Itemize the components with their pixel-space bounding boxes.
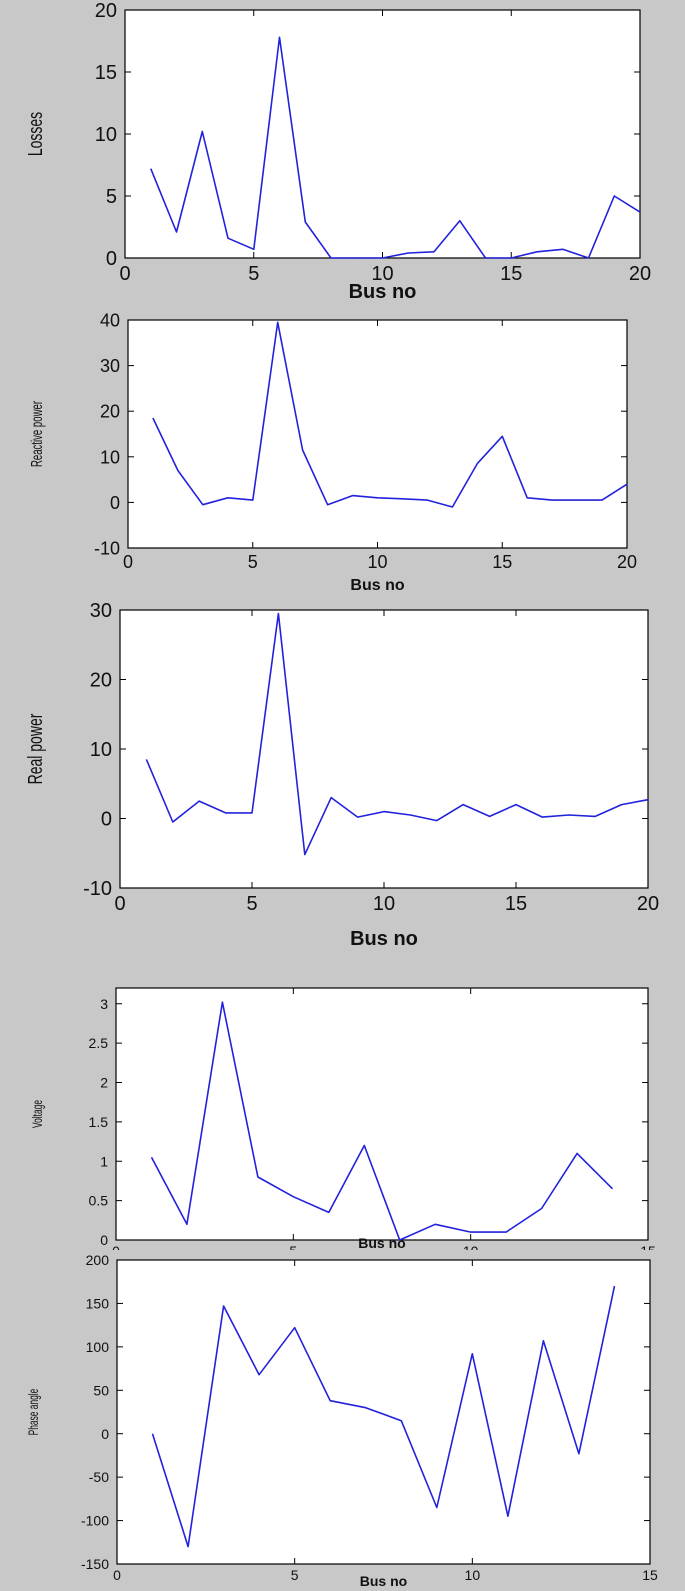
chart-panel-1: 0 5 10 15 20 0 5 10 15 20 Bus no Losses [0,0,685,310]
y-tick-label: 30 [100,356,120,376]
x-tick-label: 15 [642,1567,658,1583]
y-tick-label: 20 [90,670,112,692]
y-tick-label: 0 [100,1232,108,1248]
y-tick-label: 30 [90,600,112,622]
y-axis-label: Losses [23,112,46,156]
x-tick-label: 10 [463,1243,479,1250]
y-tick-label: 20 [95,0,117,22]
y-tick-label: 15 [95,62,117,84]
series-line [152,321,628,508]
y-tick-label: 1.5 [89,1114,109,1130]
y-tick-label: 1 [100,1153,108,1169]
y-axis-label: Phase angle [27,1389,42,1436]
plot-area [119,609,649,889]
y-tick-label: 50 [93,1382,109,1398]
y-tick-label: 10 [100,447,120,467]
x-tick-label: 0 [123,552,133,572]
y-tick-label: 150 [86,1295,110,1311]
y-tick-label: -100 [81,1513,109,1529]
x-tick-label: 10 [367,552,387,572]
x-tick-label: 15 [492,552,512,572]
y-tick-label: 200 [86,1252,110,1268]
x-tick-label: 15 [500,263,522,285]
y-tick-label: 20 [100,402,120,422]
series-line [151,1285,616,1548]
y-tick-label: -10 [94,538,120,558]
series-line [150,36,641,259]
y-axis-label: Reactive power [27,400,45,467]
y-tick-label: 2.5 [89,1035,109,1051]
chart-panel-5: -150 -100 -50 0 50 100 150 200 0 5 10 15 Bus no Phase… [0,1250,685,1591]
plot-area [115,987,649,1241]
x-axis-label: Bus no [350,928,418,950]
x-tick-label: 5 [248,552,258,572]
x-tick-label: 20 [629,263,651,285]
x-tick-label: 5 [248,263,259,285]
x-tick-label: 15 [505,893,527,915]
x-tick-label: 5 [291,1567,299,1583]
chart-panel-4: 0 0.5 1 1.5 2 2.5 3 0 5 10 15 Bus no Voltage [0,960,685,1250]
chart-svg-1: 0 5 10 15 20 0 5 10 15 20 Bus no Losses [0,0,685,310]
y-axis-label: Real power [23,713,46,784]
chart-panel-2: -10 0 10 20 30 40 0 5 10 15 20 Bus no Reactive power [0,310,685,600]
y-tick-label: 0 [101,1426,109,1442]
chart-panel-3: -10 0 10 20 30 0 5 10 15 20 Bus no Real power [0,600,685,960]
plot-area [127,319,628,549]
series-line [145,612,649,856]
y-tick-label: 40 [100,310,120,330]
x-tick-label: 10 [371,263,393,285]
y-tick-label: 0 [101,809,112,831]
x-tick-label: 10 [373,893,395,915]
y-axis-label: Voltage [31,1100,46,1128]
x-tick-label: 10 [465,1567,481,1583]
x-tick-label: 0 [119,263,130,285]
y-tick-label: -10 [83,878,112,900]
y-tick-label: 5 [106,186,117,208]
series-line [150,1001,614,1241]
x-axis-label: Bus no [358,1235,405,1250]
x-axis-label: Bus no [360,1573,407,1589]
chart-svg-5: -150 -100 -50 0 50 100 150 200 0 5 10 15 Bus no Phase… [0,1250,685,1591]
x-tick-label: 5 [289,1243,297,1250]
y-tick-label: 3 [100,996,108,1012]
x-tick-label: 20 [637,893,659,915]
x-tick-label: 5 [246,893,257,915]
y-tick-label: 2 [100,1075,108,1091]
plot-area [116,1259,651,1565]
y-tick-label: 0.5 [89,1193,109,1209]
y-tick-label: 100 [86,1339,110,1355]
y-tick-label: 10 [95,124,117,146]
x-tick-label: 0 [113,1567,121,1583]
x-tick-label: 20 [617,552,637,572]
y-tick-label: 10 [90,739,112,761]
y-tick-label: 0 [110,493,120,513]
x-axis-label: Bus no [350,577,404,594]
x-tick-label: 15 [640,1243,656,1250]
x-axis-label: Bus no [349,281,417,303]
x-tick-label: 0 [112,1243,120,1250]
y-tick-label: -50 [89,1469,109,1485]
x-tick-label: 0 [114,893,125,915]
y-tick-label: -150 [81,1556,109,1572]
chart-svg-4: 0 0.5 1 1.5 2 2.5 3 0 5 10 15 Bus no Voltage [0,960,685,1250]
plot-area [124,9,641,259]
y-tick-label: 0 [106,248,117,270]
